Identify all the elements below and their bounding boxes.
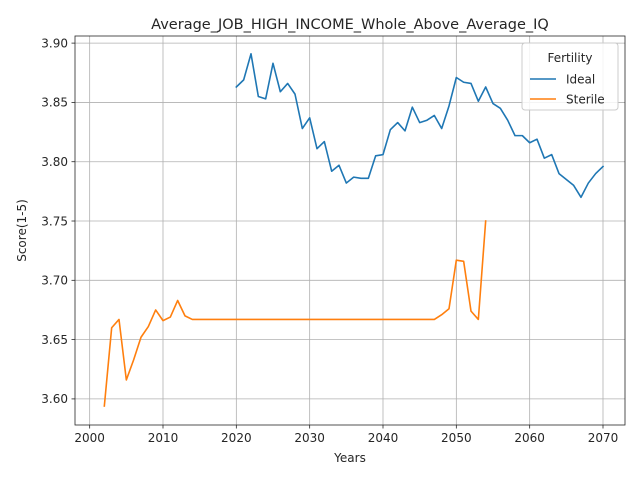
- plot-area-frame: [74, 35, 626, 426]
- y-tick-label: 3.75: [41, 214, 68, 228]
- series-line-sterile: [103, 220, 487, 407]
- legend-title: Fertility: [547, 51, 592, 65]
- y-tick-label: 3.80: [41, 155, 68, 169]
- y-tick-label: 3.70: [41, 274, 68, 288]
- y-tick-label: 3.65: [41, 333, 68, 347]
- y-axis-title: Score(1-5): [15, 199, 29, 262]
- series-line-ideal: [235, 52, 605, 199]
- legend-label-ideal: Ideal: [566, 73, 595, 87]
- x-tick-label: 2060: [514, 431, 545, 445]
- x-tick-label: 2000: [74, 431, 105, 445]
- x-tick-label: 2050: [441, 431, 472, 445]
- x-tick-label: 2030: [294, 431, 325, 445]
- series-lines: [103, 52, 605, 407]
- y-tick-label: 3.90: [41, 36, 68, 50]
- legend-label-sterile: Sterile: [566, 93, 605, 107]
- y-tick-label: 3.60: [41, 392, 68, 406]
- x-tick-label: 2010: [148, 431, 179, 445]
- chart-title: Average_JOB_HIGH_INCOME_Whole_Above_Aver…: [151, 17, 549, 33]
- axis-ticks: 2000 2010 2020 2030 2040 2050 2060 2070 3.60 3.65…: [41, 36, 618, 445]
- x-tick-label: 2070: [588, 431, 619, 445]
- legend-box: [521, 42, 619, 111]
- x-tick-label: 2040: [368, 431, 399, 445]
- legend: Fertility Ideal Sterile: [521, 42, 619, 111]
- x-tick-label: 2020: [221, 431, 252, 445]
- y-tick-label: 3.85: [41, 96, 68, 110]
- x-axis-title: Years: [333, 451, 366, 465]
